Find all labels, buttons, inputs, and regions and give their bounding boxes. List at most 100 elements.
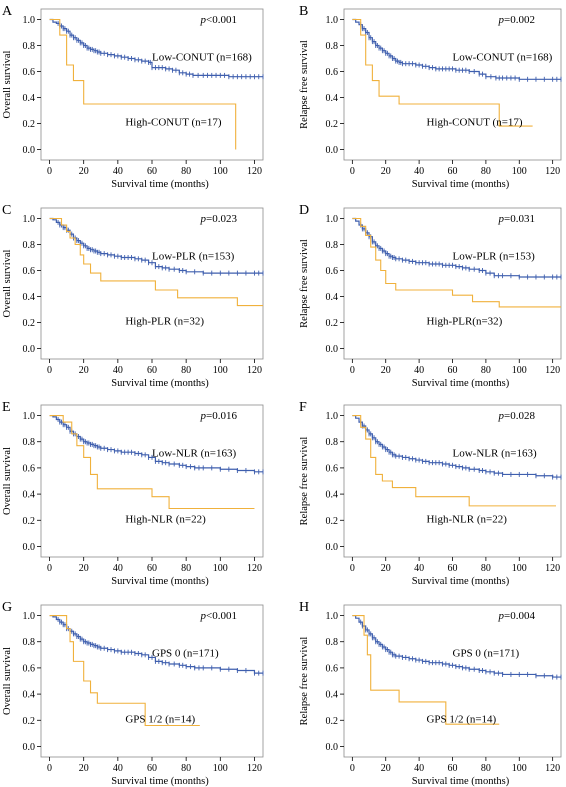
y-axis-label: Relapse free survival bbox=[299, 40, 310, 129]
x-axis-label: Survival time (months) bbox=[111, 378, 209, 389]
y-tick-label: 0.6 bbox=[326, 266, 339, 277]
series-label-high: High-NLR (n=22) bbox=[426, 513, 507, 525]
x-tick-label: 60 bbox=[448, 763, 458, 774]
series-label-high: GPS 1/2 (n=14) bbox=[125, 713, 195, 725]
chart-panel-e: E 0.0 0.2 0.4 0.6 0.8 1.0 0 20 40 60 80 100 120 Surviv… bbox=[2, 400, 264, 587]
panel-letter: A bbox=[2, 4, 13, 19]
series-line-low bbox=[352, 217, 561, 278]
y-tick-label: 0.6 bbox=[326, 663, 339, 674]
y-tick-label: 1.0 bbox=[23, 411, 36, 422]
y-tick-label: 0.6 bbox=[326, 463, 339, 474]
plot-frame bbox=[40, 604, 264, 758]
x-tick-label: 20 bbox=[381, 563, 391, 574]
series-label-low: GPS 0 (n=171) bbox=[152, 648, 219, 660]
y-tick-label: 0.2 bbox=[326, 318, 339, 329]
x-tick-label: 120 bbox=[545, 166, 560, 177]
y-tick-label: 0.6 bbox=[326, 67, 339, 78]
x-axis-label: Survival time (months) bbox=[412, 776, 510, 787]
y-tick-label: 0.4 bbox=[326, 93, 339, 104]
x-tick-label: 0 bbox=[350, 763, 355, 774]
series-label-high: High-NLR (n=22) bbox=[125, 513, 206, 525]
x-tick-label: 80 bbox=[481, 763, 491, 774]
x-tick-label: 0 bbox=[47, 763, 52, 774]
x-axis-label: Survival time (months) bbox=[111, 179, 209, 190]
series-line-high bbox=[49, 414, 255, 510]
x-tick-label: 0 bbox=[47, 166, 52, 177]
y-tick-label: 0.8 bbox=[326, 240, 339, 251]
y-tick-label: 0.8 bbox=[23, 637, 36, 648]
x-tick-label: 20 bbox=[79, 563, 89, 574]
panel-letter: H bbox=[299, 600, 309, 615]
chart-panel-g: G 0.0 0.2 0.4 0.6 0.8 1.0 0 20 40 60 80 100 120 Surviv… bbox=[2, 600, 264, 787]
x-tick-label: 0 bbox=[47, 365, 52, 376]
series-line-low bbox=[49, 614, 263, 674]
chart-panel-a: A 0.0 0.2 0.4 0.6 0.8 1.0 0 20 40 60 80 100 120 Surviv… bbox=[2, 4, 264, 190]
series-label-high: High-PLR(n=32) bbox=[426, 316, 502, 328]
x-tick-label: 80 bbox=[181, 763, 191, 774]
y-tick-label: 0.8 bbox=[326, 41, 339, 52]
series-line-high bbox=[352, 614, 500, 725]
x-tick-label: 20 bbox=[381, 166, 391, 177]
x-tick-label: 60 bbox=[147, 365, 157, 376]
x-tick-label: 60 bbox=[448, 563, 458, 574]
x-tick-label: 100 bbox=[213, 166, 228, 177]
series-line-high bbox=[49, 614, 200, 727]
p-value: p=0.002 bbox=[498, 14, 535, 26]
panel-letter: D bbox=[299, 203, 309, 218]
panel-letter: B bbox=[299, 4, 308, 19]
y-tick-label: 1.0 bbox=[23, 611, 36, 622]
series-label-low: Low-NLR (n=163) bbox=[453, 448, 537, 460]
x-tick-label: 80 bbox=[481, 563, 491, 574]
plot-frame bbox=[40, 8, 264, 161]
x-tick-label: 100 bbox=[512, 365, 527, 376]
y-tick-label: 0.0 bbox=[23, 542, 36, 553]
x-tick-label: 40 bbox=[113, 763, 123, 774]
x-axis-label: Survival time (months) bbox=[412, 179, 510, 190]
chart-panel-f: F 0.0 0.2 0.4 0.6 0.8 1.0 0 20 40 60 80 100 120 Surviv… bbox=[299, 400, 562, 587]
plot-frame bbox=[40, 207, 264, 360]
x-tick-label: 20 bbox=[381, 763, 391, 774]
y-tick-label: 0.2 bbox=[326, 119, 339, 130]
y-tick-label: 0.8 bbox=[326, 637, 339, 648]
x-tick-label: 100 bbox=[213, 563, 228, 574]
plot-frame bbox=[343, 604, 562, 758]
series-label-low: Low-PLR (n=153) bbox=[152, 250, 235, 262]
p-value: p=0.004 bbox=[498, 610, 536, 622]
x-axis-label: Survival time (months) bbox=[412, 378, 510, 389]
panel-letter: E bbox=[2, 400, 11, 415]
p-value: p=0.016 bbox=[200, 410, 238, 422]
p-value: p=0.023 bbox=[200, 213, 238, 225]
y-tick-label: 0.2 bbox=[326, 516, 339, 527]
y-tick-label: 1.0 bbox=[23, 214, 36, 225]
y-tick-label: 0.4 bbox=[326, 490, 339, 501]
y-tick-label: 0.0 bbox=[23, 145, 36, 156]
plot-frame bbox=[343, 404, 562, 558]
y-axis-label: Overall survival bbox=[2, 447, 13, 515]
p-value: p=0.028 bbox=[498, 410, 536, 422]
plot-frame bbox=[40, 404, 264, 558]
y-tick-label: 0.0 bbox=[23, 344, 36, 355]
x-tick-label: 120 bbox=[247, 563, 262, 574]
x-tick-label: 60 bbox=[147, 166, 157, 177]
x-tick-label: 80 bbox=[481, 166, 491, 177]
x-axis-label: Survival time (months) bbox=[111, 576, 209, 587]
y-tick-label: 0.4 bbox=[23, 690, 36, 701]
panel-letter: G bbox=[2, 600, 12, 615]
x-tick-label: 120 bbox=[247, 166, 262, 177]
y-tick-label: 0.8 bbox=[23, 437, 36, 448]
x-tick-label: 40 bbox=[414, 563, 424, 574]
x-tick-label: 0 bbox=[350, 563, 355, 574]
x-tick-label: 40 bbox=[113, 563, 123, 574]
x-tick-label: 80 bbox=[181, 563, 191, 574]
y-tick-label: 0.2 bbox=[23, 318, 36, 329]
x-tick-label: 120 bbox=[247, 365, 262, 376]
y-tick-label: 0.0 bbox=[23, 742, 36, 753]
x-tick-label: 100 bbox=[512, 763, 527, 774]
x-tick-label: 120 bbox=[545, 365, 560, 376]
y-axis-label: Relapse free survival bbox=[299, 637, 310, 726]
y-tick-label: 0.2 bbox=[23, 716, 36, 727]
chart-panel-b: B 0.0 0.2 0.4 0.6 0.8 1.0 0 20 40 60 80 100 120 Surviv… bbox=[299, 4, 562, 190]
y-axis-label: Overall survival bbox=[2, 50, 13, 118]
y-tick-label: 0.2 bbox=[326, 716, 339, 727]
series-label-high: GPS 1/2 (n=14) bbox=[426, 713, 496, 725]
